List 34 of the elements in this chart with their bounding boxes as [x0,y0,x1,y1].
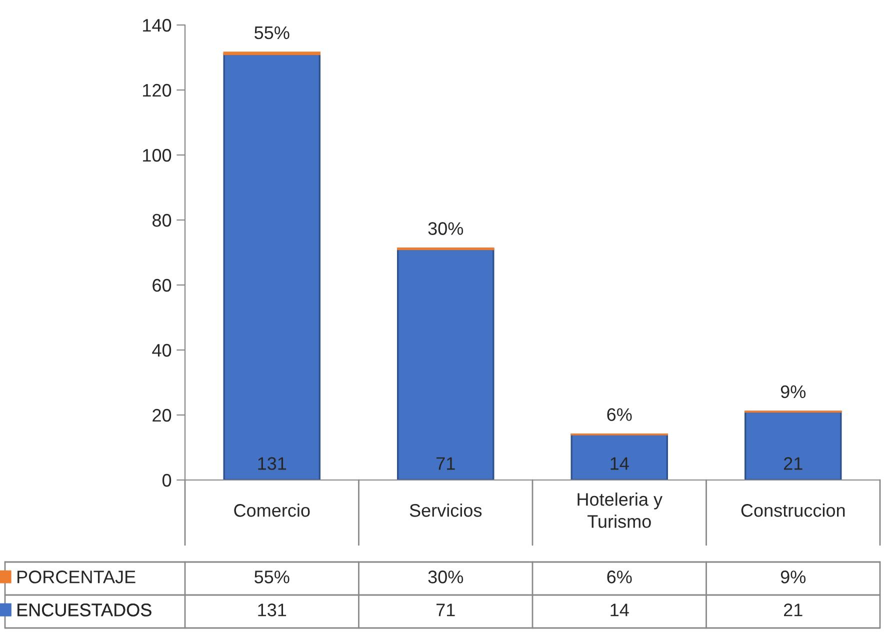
data-label: 71 [436,604,455,616]
data-label: 131 [258,604,286,616]
text: 6% [607,408,632,421]
y-tick-label: 0 [162,474,172,487]
legend-label: ENCUESTADOS [18,604,152,616]
text: 21 [784,457,802,470]
x-tick-label: Construccion [741,504,845,517]
bar [744,410,842,480]
y-tick-label: 20 [152,408,172,422]
text: 9% [780,385,806,398]
y-tick-label: 80 [152,214,172,227]
text: 30% [428,222,464,235]
y-tick-label: 140 [143,18,172,32]
y-tick-label: 120 [143,84,172,97]
x-tick-label: Hoteleria y Turismo [578,492,662,528]
data-label: 30% [428,570,464,584]
data-label: 55% [254,570,290,584]
bar [223,53,320,480]
text: 14 [610,457,629,470]
y-tick-label: 100 [143,148,172,162]
text: 55% [254,26,290,40]
data-label: 14 [610,604,629,616]
x-tick-label: Comercio [234,504,310,517]
legend-label: PORCENTAJE [18,570,136,584]
y-tick-label: 60 [152,278,172,292]
y-tick-label: 40 [152,344,172,357]
bar [397,248,494,480]
x-tick-label: Servicios [410,504,482,517]
bar [570,434,668,480]
data-label: 9% [780,570,806,584]
data-label: 21 [784,604,802,616]
data-label: 6% [607,570,632,584]
text: 131 [258,457,286,470]
text: 71 [436,457,455,470]
